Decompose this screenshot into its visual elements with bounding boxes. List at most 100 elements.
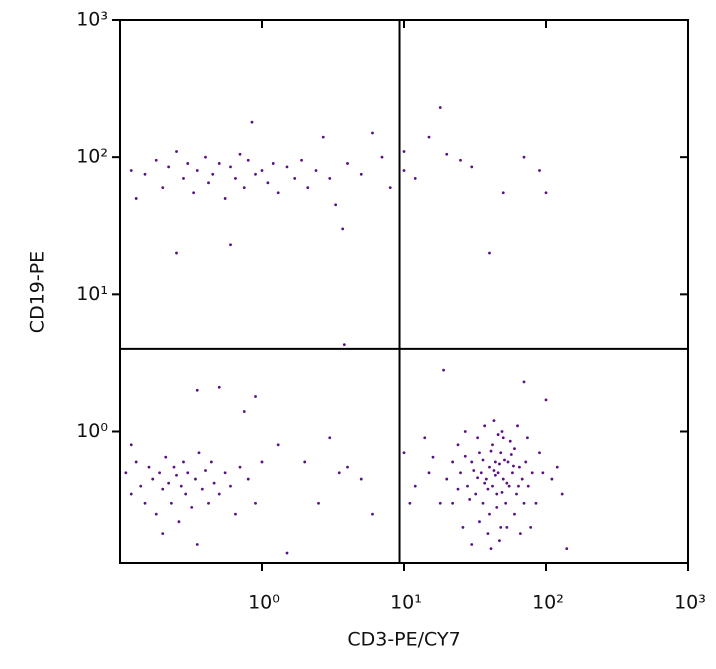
data-point <box>518 465 521 469</box>
data-point <box>484 477 488 481</box>
data-point <box>427 135 431 139</box>
data-point <box>334 203 338 207</box>
data-point <box>129 443 133 447</box>
data-point <box>293 177 297 180</box>
data-point <box>442 368 445 372</box>
data-point <box>197 451 201 455</box>
data-point <box>486 487 490 491</box>
data-point <box>498 539 501 543</box>
data-point <box>134 197 138 200</box>
data-point <box>151 477 155 481</box>
data-point <box>470 165 474 169</box>
data-point <box>538 169 541 172</box>
y-tick-label: 10¹ <box>76 283 108 305</box>
data-point <box>483 424 487 428</box>
data-point <box>143 501 147 505</box>
data-point <box>371 131 374 135</box>
data-point <box>238 465 242 469</box>
data-point <box>167 165 171 169</box>
data-point <box>328 177 332 180</box>
data-point <box>342 343 346 347</box>
data-point <box>488 251 491 255</box>
data-point <box>481 458 485 462</box>
data-point <box>483 481 487 485</box>
data-point <box>175 251 178 255</box>
data-point <box>501 436 505 440</box>
data-point <box>451 501 455 505</box>
data-point <box>254 172 257 176</box>
data-point <box>402 451 406 455</box>
x-tick-label: 10² <box>532 592 564 614</box>
data-point <box>478 451 481 455</box>
data-point <box>500 430 504 433</box>
data-point <box>463 454 467 458</box>
data-point <box>472 469 476 472</box>
data-point <box>529 525 533 529</box>
data-point <box>476 436 480 440</box>
y-axis-label: CD19-PE <box>27 251 49 333</box>
data-point <box>516 424 519 428</box>
data-point <box>246 158 250 162</box>
data-point <box>359 172 363 176</box>
data-point <box>505 481 509 485</box>
data-point <box>388 186 392 190</box>
x-tick-label: 10¹ <box>390 592 422 614</box>
data-point <box>238 152 242 156</box>
data-point <box>207 501 210 505</box>
data-point <box>154 158 158 162</box>
data-point <box>492 419 496 423</box>
data-point <box>474 492 478 496</box>
data-point <box>234 512 237 516</box>
data-point <box>346 162 349 165</box>
data-point <box>147 465 151 469</box>
data-point <box>499 451 503 455</box>
data-point <box>423 436 427 440</box>
data-point <box>182 460 185 464</box>
data-point <box>172 465 176 469</box>
data-point <box>254 501 257 505</box>
data-point <box>186 162 190 165</box>
data-point <box>478 520 481 524</box>
data-point <box>505 525 509 529</box>
data-point <box>212 481 216 485</box>
data-point <box>200 487 204 491</box>
data-point <box>408 501 412 505</box>
data-point <box>124 471 128 475</box>
data-point <box>544 398 548 402</box>
x-tick-label: 10³ <box>674 592 706 614</box>
data-point <box>565 547 569 551</box>
data-point <box>550 477 554 481</box>
data-point <box>161 487 165 491</box>
data-point <box>359 477 363 481</box>
data-point <box>194 477 197 481</box>
data-point <box>522 155 526 159</box>
data-point <box>526 436 529 440</box>
data-point <box>481 501 485 505</box>
data-point <box>223 197 227 200</box>
data-point <box>276 191 280 195</box>
data-point <box>541 471 545 475</box>
data-point <box>129 492 133 496</box>
data-point <box>427 471 431 475</box>
data-point <box>134 460 138 464</box>
data-point <box>524 460 528 464</box>
data-point <box>154 512 158 516</box>
data-point <box>190 505 194 509</box>
data-point <box>229 165 232 169</box>
data-point <box>501 191 505 195</box>
data-point <box>169 501 173 505</box>
data-point <box>470 543 474 546</box>
data-point <box>207 181 210 185</box>
data-point <box>491 443 494 447</box>
data-point <box>459 471 462 475</box>
data-point <box>466 484 469 488</box>
x-axis-label: CD3-PE/CY7 <box>347 629 460 651</box>
data-point <box>314 169 318 172</box>
data-point <box>488 465 491 469</box>
data-point <box>501 477 505 481</box>
data-point <box>217 492 221 496</box>
data-point <box>161 186 165 190</box>
data-point <box>303 460 307 464</box>
data-point <box>204 155 207 159</box>
data-point <box>493 473 497 477</box>
